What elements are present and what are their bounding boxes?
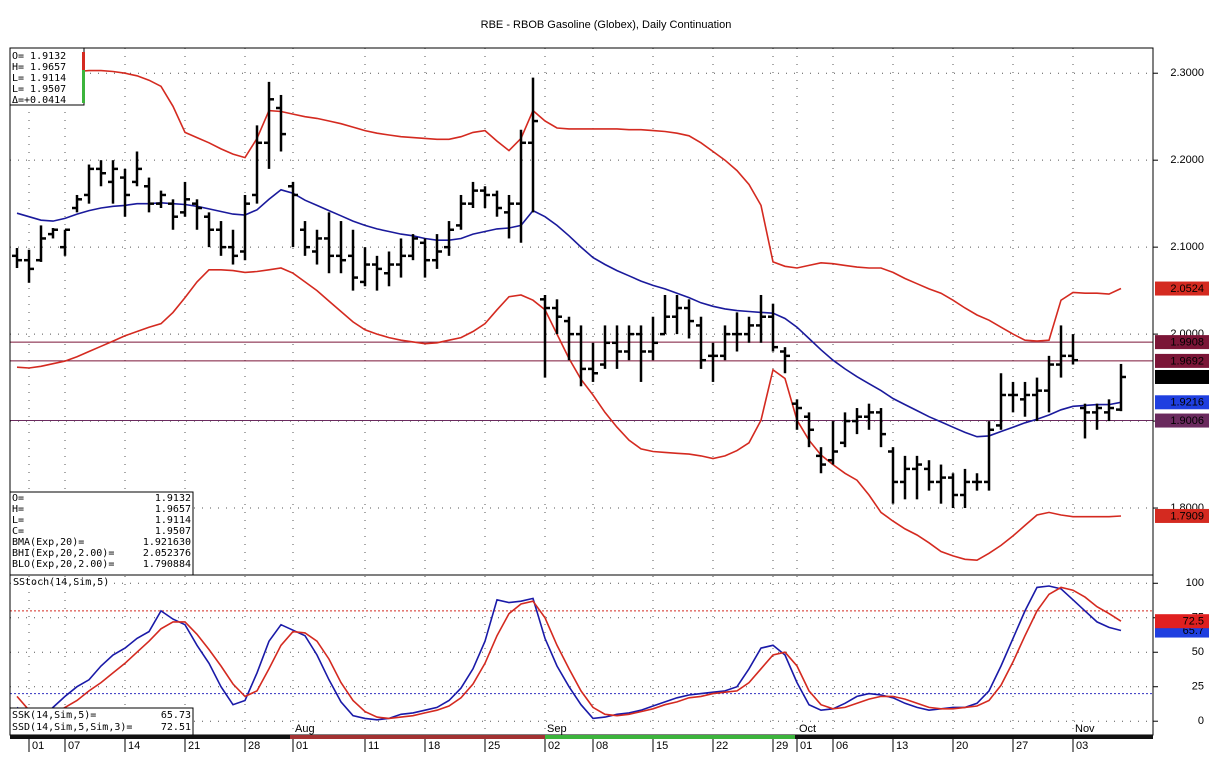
- info-label: BHI(Exp,20,2.00)=: [12, 548, 114, 559]
- info-marker: [82, 70, 85, 103]
- close-label-box: [1155, 369, 1209, 384]
- stoch-title: SStoch(14,Sim,5): [13, 577, 109, 588]
- x-tick-label: 14: [128, 740, 140, 752]
- info-label: O=: [12, 493, 24, 504]
- info-value: 1.9132: [155, 493, 191, 504]
- y-tick-label: 2.1000: [1170, 241, 1204, 253]
- month-label: Nov: [1075, 723, 1095, 735]
- x-tick-label: 28: [248, 740, 260, 752]
- y-tick-label: 50: [1192, 646, 1204, 658]
- level-label: 1.9908: [1170, 337, 1204, 349]
- x-tick-label: 22: [716, 740, 728, 752]
- info-value: 1.921630: [143, 537, 191, 548]
- x-tick-label: 15: [656, 740, 668, 752]
- info-label: H=: [12, 504, 24, 515]
- x-tick-label: 07: [68, 740, 80, 752]
- x-tick-label: 18: [428, 740, 440, 752]
- level-label: 1.9692: [1170, 355, 1204, 367]
- x-tick-label: 06: [836, 740, 848, 752]
- x-tick-label: 08: [596, 740, 608, 752]
- level-label: 1.9006: [1170, 415, 1204, 427]
- info-text: L= 1.9507: [12, 84, 66, 95]
- month-strip: [290, 735, 545, 739]
- info-text: Δ=+0.0414: [12, 95, 66, 106]
- month-label: Oct: [799, 723, 816, 735]
- month-label: Sep: [547, 723, 567, 735]
- info-marker: [82, 52, 85, 70]
- level-label-box: [1155, 413, 1209, 428]
- x-tick-label: 29: [776, 740, 788, 752]
- info-value: 1.9507: [155, 526, 191, 537]
- x-tick-label: 01: [800, 740, 812, 752]
- level-label-box: [1155, 335, 1209, 350]
- info-label: L=: [12, 515, 24, 526]
- month-strip: [795, 735, 1153, 739]
- info-label: BMA(Exp,20)=: [12, 537, 84, 548]
- info-label: SSK(14,Sim,5)=: [12, 710, 96, 721]
- month-label: Aug: [295, 723, 315, 735]
- stoch-label: 72.5: [1183, 616, 1204, 628]
- x-tick-label: 01: [296, 740, 308, 752]
- x-tick-label: 02: [548, 740, 560, 752]
- x-tick-label: 20: [956, 740, 968, 752]
- indicator-line: [16, 69, 1122, 342]
- y-tick-label: 2.2000: [1170, 154, 1204, 166]
- info-value: 72.51: [161, 722, 191, 733]
- info-text: O= 1.9132: [12, 51, 66, 62]
- y-tick-label: 0: [1198, 715, 1204, 727]
- x-tick-label: 01: [32, 740, 44, 752]
- info-label: SSD(14,Sim,5,Sim,3)=: [12, 722, 132, 733]
- month-strip: [10, 735, 290, 739]
- indicator-line: [16, 585, 1122, 721]
- y-tick-label: 25: [1192, 681, 1204, 693]
- indicator-line: [16, 586, 1122, 720]
- x-tick-label: 27: [1016, 740, 1028, 752]
- band-label: 1.9216: [1170, 397, 1204, 409]
- y-tick-label: 2.3000: [1170, 67, 1204, 79]
- x-tick-label: 21: [188, 740, 200, 752]
- x-tick-label: 11: [368, 740, 379, 752]
- info-label: BLO(Exp,20,2.00)=: [12, 559, 114, 570]
- level-label-box: [1155, 353, 1209, 368]
- info-text: H= 1.9657: [12, 62, 66, 73]
- x-tick-label: 13: [896, 740, 908, 752]
- stoch-label-box: [1155, 614, 1209, 629]
- band-label: 2.0524: [1170, 283, 1204, 295]
- band-label-box: [1155, 395, 1209, 410]
- info-text: L= 1.9114: [12, 73, 66, 84]
- info-value: 1.9114: [155, 515, 191, 526]
- x-tick-label: 03: [1076, 740, 1088, 752]
- info-value: 2.052376: [143, 548, 191, 559]
- info-label: C=: [12, 526, 24, 537]
- chart-title: RBE - RBOB Gasoline (Globex), Daily Cont…: [481, 19, 732, 31]
- x-tick-label: 25: [488, 740, 500, 752]
- info-value: 65.73: [161, 710, 191, 721]
- band-label-box: [1155, 508, 1209, 523]
- month-strip: [545, 735, 795, 739]
- close-label: 1.9507: [1170, 371, 1204, 383]
- y-tick-label: 100: [1186, 577, 1204, 589]
- info-value: 1.9657: [155, 504, 191, 515]
- band-label: 1.7909: [1170, 510, 1204, 522]
- band-label-box: [1155, 281, 1209, 296]
- info-box: [9, 47, 85, 106]
- info-box: [9, 491, 194, 576]
- info-value: 1.790884: [143, 559, 191, 570]
